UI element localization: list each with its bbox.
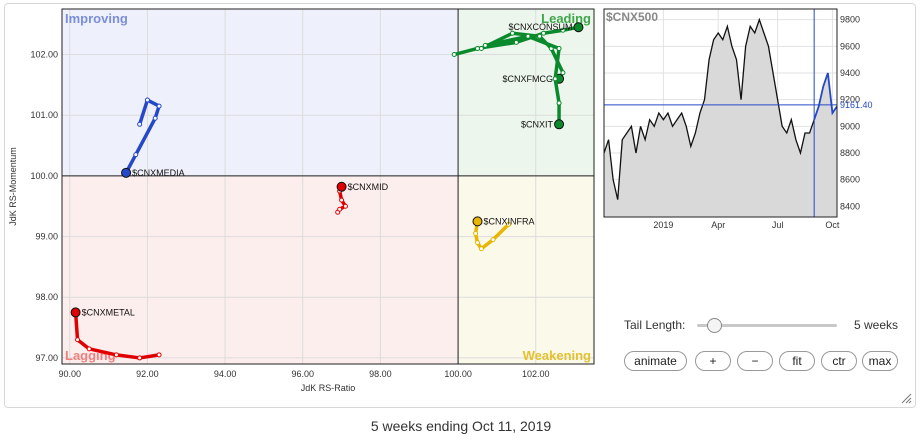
series-point [137, 355, 143, 361]
series-point [552, 76, 558, 82]
series-point [537, 33, 543, 39]
price-line [603, 17, 815, 200]
animate-button[interactable]: animate [624, 351, 687, 371]
y-tick-label: 97.00 [35, 353, 58, 363]
price-line-tail [813, 72, 838, 120]
price-y-tick-label: 9600 [840, 41, 860, 51]
price-chart-title: $CNX500 [606, 10, 658, 24]
series-label: $CNXCONSUM [508, 22, 572, 32]
fit-button[interactable]: fit [779, 351, 815, 371]
series-point [541, 30, 547, 36]
rrg-frame [61, 8, 595, 365]
price-x-tick-label: Apr [711, 220, 725, 230]
series-point [556, 45, 562, 51]
price-x-tick-label: Jul [772, 220, 784, 230]
series-point [490, 237, 496, 243]
tail-length-slider-thumb[interactable] [706, 318, 722, 333]
series-label: $CNXMEDIA [132, 168, 185, 178]
series-point [339, 197, 345, 203]
center-button[interactable]: ctr [821, 351, 857, 371]
resize-handle-icon[interactable] [900, 392, 912, 404]
series-point [337, 206, 343, 212]
price-y-tick-label: 8600 [840, 175, 860, 185]
price-y-tick-label: 8400 [840, 201, 860, 211]
x-tick-label: 94.00 [214, 369, 237, 379]
series-label: $CNXIT [521, 119, 554, 129]
series-head-marker [573, 22, 584, 33]
series-point [342, 203, 348, 209]
series-label: $CNXFMCG [503, 74, 554, 84]
series-head-marker [336, 181, 347, 192]
price-y-tick-label: 9400 [840, 68, 860, 78]
series-point [137, 121, 143, 127]
series-head-marker [70, 307, 81, 318]
series-tail [483, 34, 561, 127]
series-point [152, 115, 158, 121]
series-point [525, 33, 531, 39]
series-point [560, 27, 566, 33]
price-y-tick-label: 9200 [840, 95, 860, 105]
x-tick-label: 100.00 [444, 369, 472, 379]
x-tick-label: 92.00 [136, 369, 159, 379]
series-head-marker [121, 167, 132, 178]
price-x-tick-label: Oct [825, 220, 840, 230]
price-y-tick-label: 9800 [840, 15, 860, 25]
y-tick-label: 98.00 [35, 292, 58, 302]
series-point [113, 352, 119, 358]
quadrant-improving [62, 9, 459, 176]
x-tick-label: 102.00 [522, 369, 550, 379]
tail-length-value: 5 weeks [854, 318, 899, 332]
quadrant-label-improving: Improving [65, 11, 128, 26]
price-y-tick-label: 9000 [840, 121, 860, 131]
x-tick-label: 98.00 [369, 369, 392, 379]
series-point [86, 346, 92, 352]
series-label: $CNXINFRA [484, 216, 535, 226]
price-y-tick-label: 8800 [840, 148, 860, 158]
zoom-in-button[interactable]: + [695, 351, 731, 371]
price-x-tick-label: 2019 [653, 220, 673, 230]
x-tick-label: 96.00 [291, 369, 314, 379]
tail-length-label: Tail Length: [624, 318, 686, 332]
series-point [509, 30, 515, 36]
quadrant-label-weakening: Weakening [523, 348, 591, 363]
series-point [451, 52, 457, 58]
price-frame [603, 8, 838, 218]
series-point [556, 100, 562, 106]
series-head-marker [554, 119, 565, 130]
series-point [478, 246, 484, 252]
price-area [604, 19, 837, 217]
series-point [144, 97, 150, 103]
x-tick-label: 90.00 [59, 369, 82, 379]
series-tail [73, 310, 161, 360]
series-point [133, 152, 139, 158]
series-head-marker [472, 216, 483, 227]
series-point [475, 240, 481, 246]
last-value-label: 9161.40 [840, 100, 873, 110]
tail-length-slider[interactable] [697, 324, 837, 327]
series-label: $CNXMETAL [82, 307, 135, 317]
series-point [473, 231, 479, 237]
y-tick-label: 99.00 [35, 232, 58, 242]
series-point [506, 221, 512, 227]
y-tick-label: 102.00 [30, 50, 58, 60]
quadrant-weakening [458, 175, 594, 364]
series-point [75, 337, 81, 343]
quadrant-lagging [62, 175, 459, 364]
series-point [156, 352, 162, 358]
y-axis-label: JdK RS-Momentum [8, 147, 18, 226]
series-label: $CNXMID [348, 182, 389, 192]
series-tail [124, 98, 161, 175]
zoom-out-button[interactable]: − [737, 351, 773, 371]
x-axis-label: JdK RS-Ratio [301, 383, 356, 393]
series-point [156, 103, 162, 109]
y-tick-label: 101.00 [30, 110, 58, 120]
y-tick-label: 100.00 [30, 171, 58, 181]
series-point [560, 70, 566, 76]
period-caption: 5 weeks ending Oct 11, 2019 [370, 418, 552, 434]
series-point [478, 45, 484, 51]
series-point [482, 42, 488, 48]
maximize-button[interactable]: max [862, 351, 898, 371]
